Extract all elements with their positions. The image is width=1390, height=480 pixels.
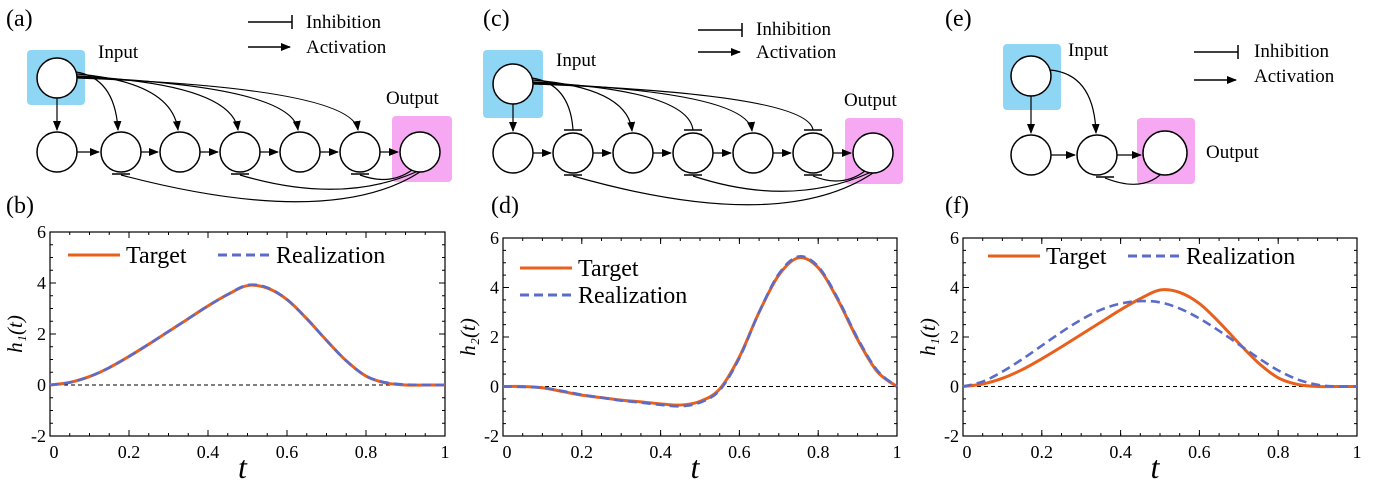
legend-activation-e: Activation	[1254, 66, 1335, 87]
series-line-realization	[962, 299, 1358, 388]
x-tick-label: 0.4	[197, 442, 220, 462]
chart-d: 0 0.2 0.4 0.6 0.8 1-20246th₂(t)TargetRealizat…	[456, 228, 902, 480]
x-tick-label: 0.2	[118, 442, 141, 462]
node-c2	[552, 132, 594, 174]
network-a: (a) Input Output Inhibition Activation	[6, 6, 452, 203]
x-tick-label: 0.8	[807, 442, 830, 462]
legend-inhibition-c: Inhibition	[756, 19, 831, 40]
y-tick-label: 2	[950, 327, 959, 347]
network-e: (e) Input Output Inhibition Activation	[945, 6, 1335, 185]
x-tick-label: 0	[50, 442, 59, 462]
y-tick-label: 6	[950, 228, 959, 248]
y-tick-label: 6	[490, 228, 499, 248]
panel-label-f: (f)	[945, 193, 969, 219]
node-a6	[339, 131, 381, 173]
node-a5	[279, 131, 321, 173]
input-label-a: Input	[98, 42, 139, 63]
legend-activation-a: Activation	[306, 37, 387, 58]
node-c4	[672, 132, 714, 174]
input-label-e: Input	[1068, 40, 1109, 61]
x-tick-label: 0.2	[571, 442, 594, 462]
y-axis-label: h₂(t)	[456, 318, 480, 356]
y-tick-label: -2	[31, 426, 46, 446]
legend-inhibition-e: Inhibition	[1254, 41, 1329, 62]
y-tick-label: -2	[944, 426, 959, 446]
y-axis-label: h₁(t)	[3, 315, 27, 353]
x-tick-label: 0.4	[649, 442, 672, 462]
panel-label-d: (d)	[491, 193, 519, 219]
node-c6	[792, 132, 834, 174]
y-tick-label: 0	[37, 375, 46, 395]
input-label-c: Input	[556, 50, 597, 71]
y-tick-label: 2	[37, 324, 46, 344]
x-axis-label: t	[1151, 449, 1161, 480]
node-a4	[219, 131, 261, 173]
x-tick-label: 1	[893, 442, 902, 462]
output-label-a: Output	[386, 88, 440, 109]
y-tick-label: 4	[950, 278, 959, 298]
y-tick-label: 0	[950, 377, 959, 397]
x-tick-label: 0.6	[1188, 442, 1211, 462]
node-input-c	[492, 63, 534, 105]
panel-label-e: (e)	[945, 6, 972, 32]
network-c: (c) Input Output Inhibition Activation	[483, 6, 903, 206]
y-tick-label: 4	[490, 278, 499, 298]
panel-label-a: (a)	[6, 6, 33, 32]
node-a2	[100, 131, 142, 173]
panel-label-c: (c)	[483, 6, 510, 32]
series-line-target	[502, 256, 898, 407]
output-label-e: Output	[1206, 142, 1260, 163]
x-tick-label: 0.6	[728, 442, 751, 462]
legend-label-target: Target	[126, 243, 187, 269]
node-input-e	[1010, 55, 1052, 97]
x-tick-label: 0.6	[276, 442, 299, 462]
legend-label-realization: Realization	[276, 243, 385, 269]
legend-label-realization: Realization	[578, 283, 687, 309]
node-output-c	[852, 132, 894, 174]
node-e1	[1010, 134, 1052, 176]
series-line-target	[962, 288, 1357, 389]
legend-label-target: Target	[578, 256, 639, 282]
plot-frame-b	[49, 231, 446, 437]
x-tick-label: 1	[441, 442, 450, 462]
y-tick-label: -2	[484, 426, 499, 446]
plot-frame-f	[962, 237, 1358, 437]
legend-label-realization: Realization	[1186, 244, 1295, 270]
legend-inhibition-a: Inhibition	[306, 12, 381, 33]
output-label-c: Output	[844, 90, 898, 111]
node-a1	[36, 131, 78, 173]
panel-label-b: (b)	[6, 193, 34, 219]
x-tick-label: 0	[503, 442, 512, 462]
node-e2	[1076, 134, 1118, 176]
x-axis-label: t	[238, 449, 248, 480]
node-c5	[732, 132, 774, 174]
node-a3	[159, 131, 201, 173]
y-tick-label: 0	[490, 377, 499, 397]
x-tick-label: 0.4	[1109, 442, 1132, 462]
x-tick-label: 0.8	[355, 442, 378, 462]
series-line-target	[49, 283, 445, 387]
y-tick-label: 2	[490, 327, 499, 347]
x-tick-label: 1	[1353, 442, 1362, 462]
x-axis-label: t	[691, 449, 701, 480]
node-input-a	[36, 57, 78, 99]
node-c1	[492, 132, 534, 174]
node-output-a	[399, 131, 441, 173]
x-tick-label: 0	[963, 442, 972, 462]
x-tick-label: 0.2	[1031, 442, 1054, 462]
y-tick-label: 4	[37, 273, 46, 293]
node-output-e	[1142, 130, 1188, 176]
series-line-realization	[502, 255, 898, 408]
y-tick-label: 6	[37, 222, 46, 242]
x-tick-label: 0.8	[1267, 442, 1290, 462]
series-line-realization	[49, 283, 446, 387]
legend-activation-c: Activation	[756, 42, 837, 63]
node-c3	[612, 132, 654, 174]
legend-label-target: Target	[1046, 244, 1107, 270]
y-axis-label: h₁(t)	[916, 318, 940, 356]
